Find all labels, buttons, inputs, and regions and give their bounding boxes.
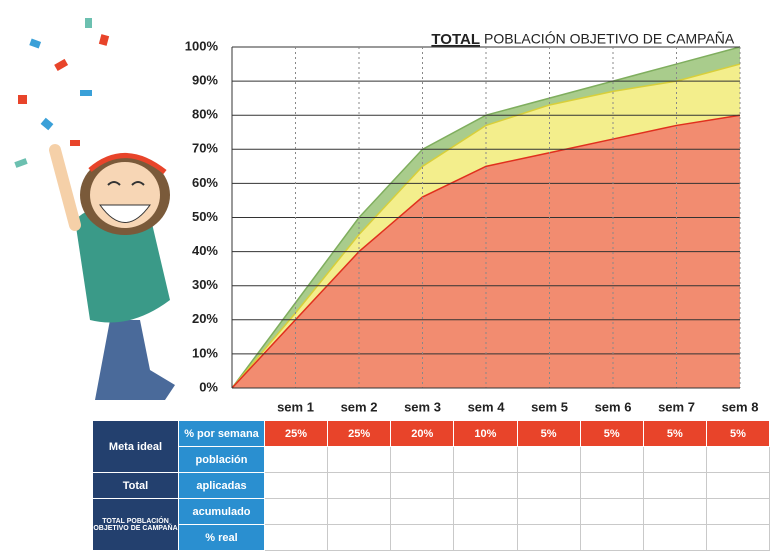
table-cell: [263, 472, 329, 499]
x-tick-label: sem 3: [404, 399, 441, 414]
table-cell: Total: [92, 472, 179, 499]
table-cell: [642, 446, 707, 473]
y-tick-label: 100%: [185, 38, 219, 53]
y-tick-label: 60%: [192, 175, 218, 190]
table-cell: 5%: [579, 420, 644, 447]
table-cell: población: [178, 446, 265, 473]
table-cell: [453, 472, 518, 499]
table-cell: [390, 498, 455, 525]
table-cell: [327, 498, 392, 525]
x-tick-label: sem 5: [531, 399, 568, 414]
table-cell: [705, 498, 771, 525]
table-row: población: [93, 446, 771, 473]
table-cell: [516, 498, 581, 525]
table-cell: 5%: [516, 420, 581, 447]
table-cell: [705, 472, 771, 499]
table-cell: [390, 446, 455, 473]
area-line: [231, 63, 741, 389]
table-cell: [705, 446, 771, 473]
table-cell: 5%: [642, 420, 707, 447]
table-cell: [263, 498, 329, 525]
table-cell: aplicadas: [178, 472, 265, 499]
x-tick-label: sem 6: [595, 399, 632, 414]
x-tick-label: sem 8: [722, 399, 759, 414]
table-cell: acumulado: [178, 498, 265, 525]
table-cell: [579, 524, 644, 551]
y-tick-label: 20%: [192, 311, 218, 326]
table-cell: Meta ideal: [92, 420, 179, 473]
chart-title-bold: TOTAL: [431, 31, 480, 48]
table-cell: [327, 472, 392, 499]
table-cell: [579, 472, 644, 499]
chart: TOTAL POBLACIÓN OBJETIVO DE CAMPAÑA 0% 10…: [14, 18, 759, 414]
y-tick-label: 40%: [192, 243, 218, 258]
table-cell: [705, 524, 771, 551]
table-cell: [579, 498, 644, 525]
table-cell: [642, 498, 707, 525]
table-cell: [390, 524, 455, 551]
y-tick-label: 70%: [192, 141, 218, 156]
x-tick-label: sem 1: [277, 399, 314, 414]
table-row: Meta ideal% por semana 25% 25% 20% 10% 5% 5% 5%…: [92, 420, 771, 473]
y-tick-label: 50%: [192, 209, 218, 224]
table-cell: 5%: [705, 420, 771, 447]
table-cell: 10%: [453, 420, 518, 447]
table-cell: 25%: [263, 420, 329, 447]
table-cell: 20%: [390, 420, 455, 447]
table-cell: [516, 446, 581, 473]
y-tick-label: 30%: [192, 277, 218, 292]
illustration: [14, 18, 175, 400]
x-tick-label: sem 2: [341, 399, 378, 414]
table-cell: [327, 446, 392, 473]
table-cell: % real: [178, 524, 265, 551]
chart-title: POBLACIÓN OBJETIVO DE CAMPAÑA: [484, 31, 735, 47]
table-cell: TOTAL POBLACIÓN OBJETIVO DE CAMPAÑA: [92, 498, 179, 551]
x-tick-label: sem 7: [658, 399, 695, 414]
table-cell: [453, 524, 518, 551]
summary-table: Meta ideal% por semana 25% 25% 20% 10% 5% 5% 5%…: [92, 420, 771, 551]
y-tick-label: 10%: [192, 345, 218, 360]
y-tick-label: 80%: [192, 107, 218, 122]
table-cell: [327, 524, 392, 551]
table-cell: [453, 498, 518, 525]
table-row: % real: [93, 524, 771, 551]
table-cell: [516, 524, 581, 551]
x-tick-label: sem 4: [468, 399, 506, 414]
y-tick-label: 0%: [199, 379, 218, 394]
table-cell: [263, 446, 329, 473]
area-line: [231, 114, 741, 389]
table-cell: [263, 524, 329, 551]
table-cell: [642, 524, 707, 551]
table-cell: 25%: [327, 420, 392, 447]
y-tick-label: 90%: [192, 73, 218, 88]
table-cell: % por semana: [178, 420, 265, 447]
table-cell: [579, 446, 644, 473]
table-row: Total aplicadas: [92, 472, 771, 499]
table-cell: [516, 472, 581, 499]
table-cell: [453, 446, 518, 473]
table-row: TOTAL POBLACIÓN OBJETIVO DE CAMPAÑA acumu…: [92, 498, 771, 551]
table-cell: [390, 472, 455, 499]
table-cell: [642, 472, 707, 499]
